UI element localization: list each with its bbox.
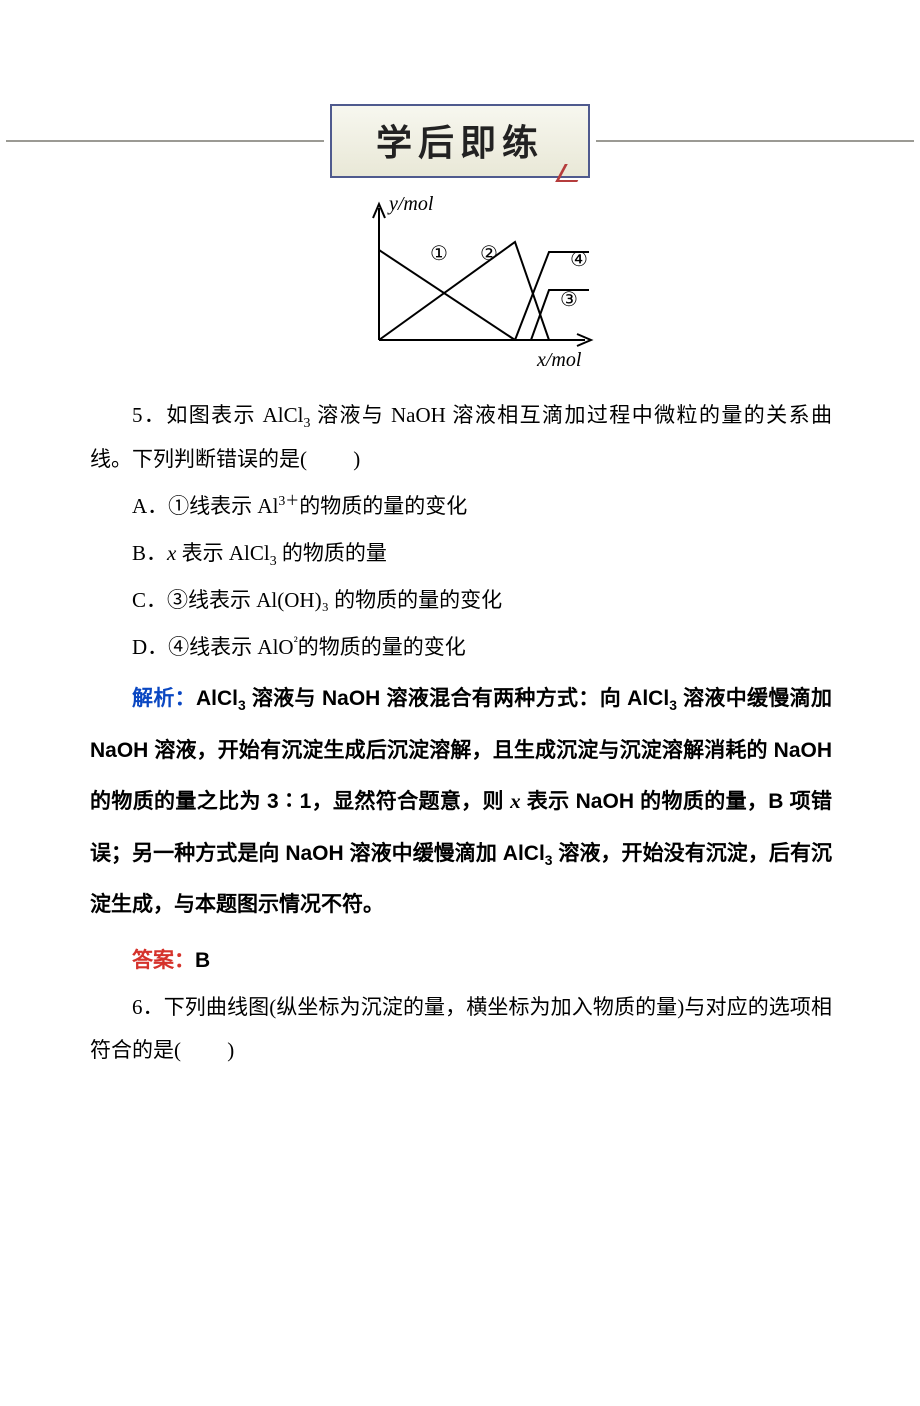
- q5-option-b: B．x 表示 AlCl3 的物质的量: [90, 532, 832, 576]
- q5-stem-part1: 5．如图表示 AlCl: [132, 403, 303, 427]
- svg-text:③: ③: [560, 289, 578, 311]
- optD-2: 的物质的量的变化: [298, 635, 466, 659]
- optA-1: A．①线表示 Al: [132, 494, 278, 518]
- sub-3e: 3: [545, 852, 553, 868]
- q6-t2: ): [227, 1038, 234, 1062]
- answer-value: B: [195, 949, 210, 972]
- banner-box: 学后即练: [330, 104, 590, 178]
- explain-label: 解析：: [132, 687, 196, 710]
- optB-2: 表示 AlCl: [176, 541, 269, 565]
- sub-3b: 3: [270, 553, 277, 568]
- svg-text:④: ④: [570, 249, 588, 271]
- q5-stem: 5．如图表示 AlCl3 溶液与 NaOH 溶液相互滴加过程中微粒的量的关系曲线…: [90, 394, 832, 481]
- svg-text:x/mol: x/mol: [536, 349, 582, 371]
- banner-corner-icon: [555, 164, 587, 182]
- exp-t1: AlCl: [196, 687, 238, 710]
- svg-text:y/mol: y/mol: [387, 193, 434, 215]
- optB-3: 的物质的量: [277, 541, 387, 565]
- q5-stem-part3: ): [353, 447, 360, 471]
- content-body: 5．如图表示 AlCl3 溶液与 NaOH 溶液相互滴加过程中微粒的量的关系曲线…: [0, 394, 920, 1072]
- optD-1: D．④线表示 AlO: [132, 635, 294, 659]
- explanation: 解析：AlCl3 溶液与 NaOH 溶液混合有两种方式：向 AlCl3 溶液中缓…: [90, 673, 832, 930]
- optB-1: B．: [132, 541, 167, 565]
- x-var: x: [167, 541, 176, 565]
- q5-option-d: D．④线表示 AlO²的物质的量的变化: [90, 626, 832, 669]
- svg-text:②: ②: [480, 243, 498, 265]
- section-banner: 学后即练: [0, 104, 920, 178]
- x-var2: x: [510, 789, 521, 813]
- banner-text: 学后即练: [376, 122, 544, 163]
- answer-label: 答案：: [132, 949, 195, 972]
- optA-2: 的物质的量的变化: [299, 494, 467, 518]
- banner-rule-left: [6, 140, 324, 142]
- sup-3plus: 3＋: [278, 493, 299, 508]
- chart-svg: y/mol x/mol ① ② ③ ④: [325, 190, 595, 380]
- chart-figure: y/mol x/mol ① ② ③ ④: [0, 190, 920, 380]
- q6-stem: 6．下列曲线图(纵坐标为沉淀的量，横坐标为加入物质的量)与对应的选项相符合的是(…: [90, 986, 832, 1072]
- answer-line: 答案：B: [90, 935, 832, 986]
- q5-option-a: A．①线表示 Al3＋的物质的量的变化: [90, 485, 832, 528]
- svg-text:①: ①: [430, 243, 448, 265]
- q5-option-c: C．③线表示 Al(OH)₃ 的物质的量的变化: [90, 579, 832, 622]
- sub-3c: 3: [238, 698, 246, 714]
- exp-t2: 溶液与 NaOH 溶液混合有两种方式：向 AlCl: [246, 687, 670, 710]
- q6-t1: 6．下列曲线图(纵坐标为沉淀的量，横坐标为加入物质的量)与对应的选项相符合的是(: [90, 995, 832, 1062]
- banner-rule-right: [596, 140, 914, 142]
- sub-3d: 3: [669, 698, 677, 714]
